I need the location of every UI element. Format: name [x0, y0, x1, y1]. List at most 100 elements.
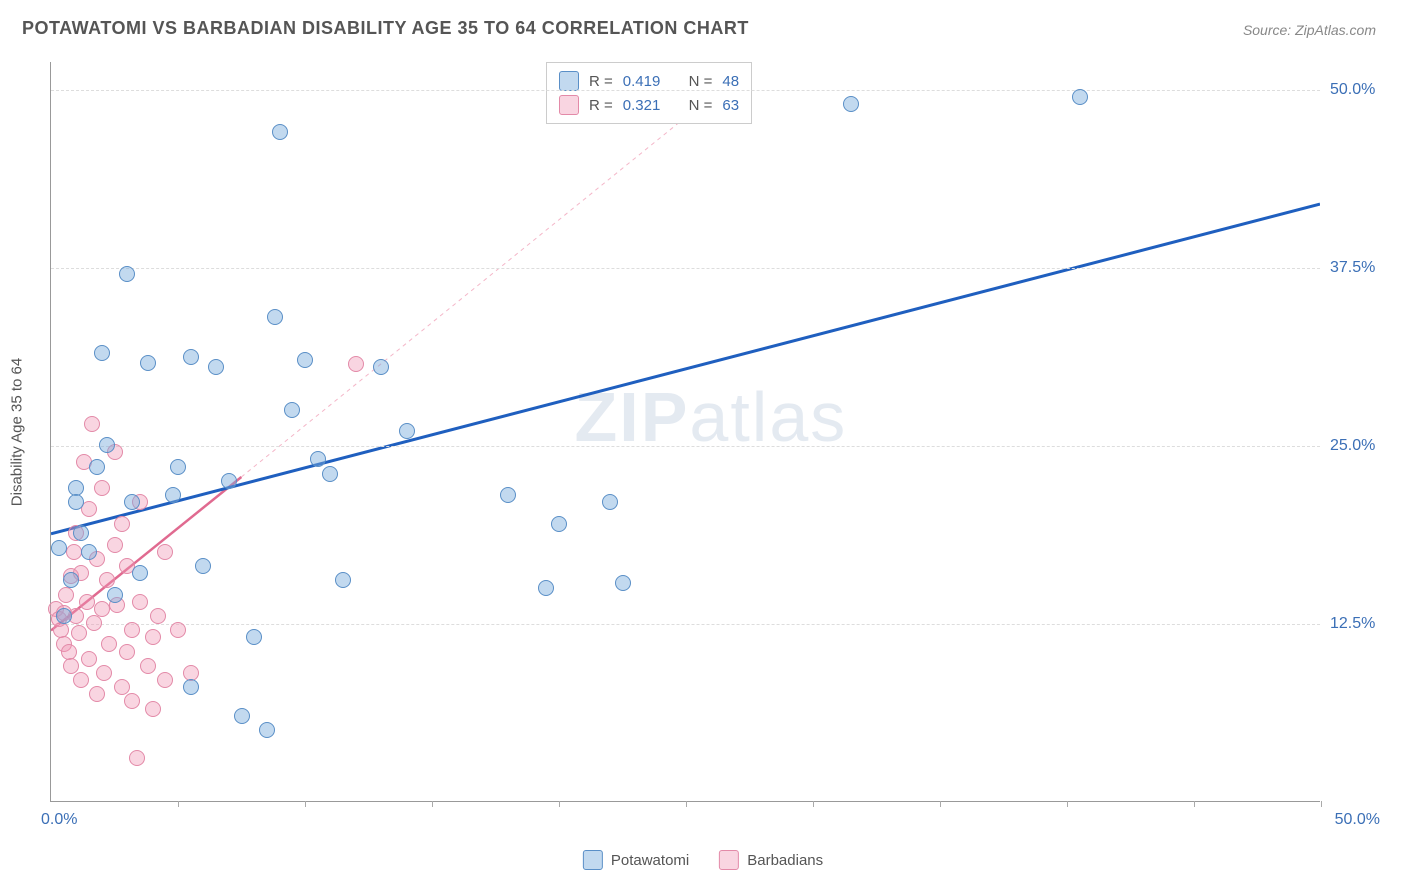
data-point: [157, 544, 173, 560]
r-value-barbadians: 0.321: [623, 97, 661, 114]
data-point: [246, 629, 262, 645]
data-point: [94, 345, 110, 361]
data-point: [551, 516, 567, 532]
data-point: [89, 459, 105, 475]
data-point: [63, 572, 79, 588]
data-point: [195, 558, 211, 574]
data-point: [150, 608, 166, 624]
x-tick: [559, 801, 560, 807]
data-point: [132, 594, 148, 610]
legend-item-barbadians: Barbadians: [719, 850, 823, 870]
x-tick: [432, 801, 433, 807]
data-point: [114, 516, 130, 532]
data-point: [284, 402, 300, 418]
data-point: [73, 672, 89, 688]
data-point: [843, 96, 859, 112]
x-tick: [1194, 801, 1195, 807]
data-point: [81, 651, 97, 667]
data-point: [500, 487, 516, 503]
data-point: [56, 608, 72, 624]
data-point: [114, 679, 130, 695]
data-point: [94, 601, 110, 617]
source-label: Source: ZipAtlas.com: [1243, 22, 1376, 38]
x-axis-min-label: 0.0%: [41, 811, 77, 829]
data-point: [297, 352, 313, 368]
chart-title: POTAWATOMI VS BARBADIAN DISABILITY AGE 3…: [22, 18, 749, 39]
data-point: [373, 359, 389, 375]
swatch-pink-icon: [719, 850, 739, 870]
n-label: N =: [689, 97, 713, 114]
r-label: R =: [589, 97, 613, 114]
data-point: [140, 658, 156, 674]
data-point: [157, 672, 173, 688]
data-point: [132, 565, 148, 581]
data-point: [145, 701, 161, 717]
data-point: [183, 349, 199, 365]
data-point: [310, 451, 326, 467]
legend-label-potawatomi: Potawatomi: [611, 852, 689, 869]
n-value-barbadians: 63: [722, 97, 739, 114]
legend-stats-row-potawatomi: R = 0.419 N = 48: [559, 69, 739, 93]
data-point: [234, 708, 250, 724]
data-point: [107, 587, 123, 603]
legend-label-barbadians: Barbadians: [747, 852, 823, 869]
x-tick: [305, 801, 306, 807]
data-point: [94, 480, 110, 496]
legend-item-potawatomi: Potawatomi: [583, 850, 689, 870]
watermark-rest: atlas: [689, 378, 847, 456]
x-tick: [940, 801, 941, 807]
r-value-potawatomi: 0.419: [623, 73, 661, 90]
y-tick-label: 25.0%: [1330, 437, 1390, 455]
data-point: [99, 437, 115, 453]
data-point: [124, 693, 140, 709]
data-point: [615, 575, 631, 591]
gridline-h: [51, 446, 1320, 447]
swatch-blue-icon: [559, 71, 579, 91]
data-point: [399, 423, 415, 439]
x-tick: [813, 801, 814, 807]
data-point: [63, 658, 79, 674]
plot-area: ZIPatlas Disability Age 35 to 64 R = 0.4…: [50, 62, 1320, 802]
data-point: [79, 594, 95, 610]
data-point: [1072, 89, 1088, 105]
y-tick-label: 50.0%: [1330, 81, 1390, 99]
data-point: [170, 459, 186, 475]
data-point: [107, 537, 123, 553]
data-point: [221, 473, 237, 489]
data-point: [81, 544, 97, 560]
gridline-h: [51, 624, 1320, 625]
data-point: [119, 266, 135, 282]
swatch-pink-icon: [559, 95, 579, 115]
x-axis-max-label: 50.0%: [1335, 811, 1380, 829]
y-tick-label: 12.5%: [1330, 615, 1390, 633]
data-point: [335, 572, 351, 588]
data-point: [267, 309, 283, 325]
data-point: [259, 722, 275, 738]
data-point: [96, 665, 112, 681]
n-label: N =: [689, 73, 713, 90]
gridline-h: [51, 90, 1320, 91]
data-point: [183, 679, 199, 695]
legend-stats-box: R = 0.419 N = 48 R = 0.321 N = 63: [546, 62, 752, 124]
swatch-blue-icon: [583, 850, 603, 870]
data-point: [51, 540, 67, 556]
x-tick: [1321, 801, 1322, 807]
data-point: [101, 636, 117, 652]
n-value-potawatomi: 48: [722, 73, 739, 90]
trend-lines: [51, 62, 1320, 801]
data-point: [602, 494, 618, 510]
legend-stats-row-barbadians: R = 0.321 N = 63: [559, 93, 739, 117]
data-point: [145, 629, 161, 645]
data-point: [71, 625, 87, 641]
x-tick: [178, 801, 179, 807]
data-point: [68, 494, 84, 510]
x-tick: [1067, 801, 1068, 807]
x-tick: [686, 801, 687, 807]
data-point: [322, 466, 338, 482]
y-tick-label: 37.5%: [1330, 259, 1390, 277]
watermark-bold: ZIP: [574, 378, 689, 456]
data-point: [208, 359, 224, 375]
data-point: [140, 355, 156, 371]
data-point: [165, 487, 181, 503]
gridline-h: [51, 268, 1320, 269]
